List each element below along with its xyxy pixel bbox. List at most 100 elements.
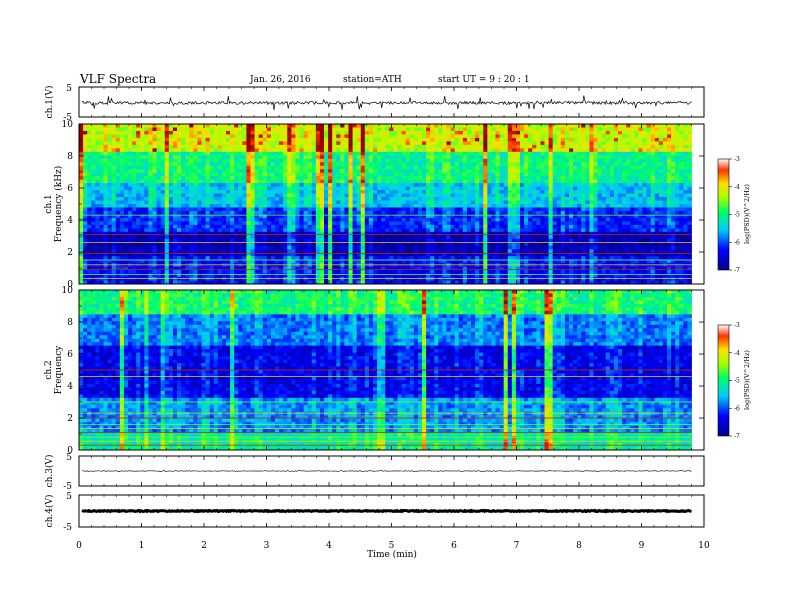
spectrogram-cell (352, 207, 358, 212)
spectrogram-cell (291, 183, 296, 188)
spectrogram-cell (564, 151, 570, 156)
spectrogram-cell (83, 207, 88, 212)
spectrogram-cell (454, 193, 460, 198)
spectrogram-cell (564, 155, 570, 160)
spectrogram-cell (381, 197, 386, 201)
spectrogram-cell (626, 155, 631, 160)
spectrogram-cell (221, 176, 227, 181)
spectrogram-cell (368, 210, 374, 215)
spectrogram-cell (356, 124, 362, 128)
spectrogram-cell (303, 228, 309, 233)
spectrogram-cell (658, 165, 664, 170)
spectrogram-cell (213, 169, 219, 174)
spectrogram-cell (299, 210, 304, 215)
spectrogram-cell (79, 183, 84, 188)
spectrogram-cell (618, 200, 623, 205)
spectrogram-cell (377, 183, 382, 188)
spectrogram-cell (360, 210, 366, 215)
spectrogram-cell (168, 193, 174, 198)
spectrogram-cell (573, 134, 578, 139)
spectrogram-cell (613, 169, 619, 174)
spectrogram-cell (177, 144, 182, 149)
spectrogram-cell (156, 158, 162, 163)
spectrogram-cell (683, 144, 688, 149)
spectrogram-cell (95, 217, 100, 222)
spectrogram-cell (344, 186, 349, 191)
spectrogram-cell (128, 148, 133, 153)
spectrogram-cell (315, 148, 321, 153)
spectrogram-cell (279, 165, 284, 170)
spectrogram-cell (115, 124, 121, 128)
spectrogram-cell (605, 134, 611, 139)
spectrogram-cell (128, 190, 133, 194)
spectrogram-cell (642, 141, 647, 146)
spectrogram-cell (471, 200, 476, 205)
spectrogram-cell (409, 224, 415, 229)
spectrogram-cell (511, 151, 517, 156)
spectrogram-cell (499, 165, 505, 170)
spectrogram-cell (311, 207, 317, 212)
spectrogram-cell (275, 179, 280, 184)
spectrogram-cell (483, 200, 488, 205)
spectrogram-cell (426, 217, 431, 222)
spectrogram-cell (103, 141, 108, 146)
spectrogram-cell (409, 127, 415, 132)
spectrogram-cell (226, 193, 231, 198)
spectrogram-cell (336, 197, 341, 201)
spectrogram-cell (434, 221, 439, 226)
spectrogram-cell (242, 228, 247, 233)
spectrogram-cell (377, 162, 382, 167)
spectrogram-cell (589, 190, 594, 194)
spectrogram-cell (377, 228, 382, 233)
spectrogram-cell (601, 155, 607, 160)
spectrogram-cell (487, 193, 492, 198)
spectrogram-cell (332, 210, 337, 215)
spectrogram-cell (266, 124, 272, 128)
spectrogram-cell (377, 235, 382, 240)
spectrogram-cell (487, 235, 492, 240)
spectrogram-cell (560, 165, 566, 170)
spectrogram-cell (495, 169, 500, 174)
spectrogram-cell (140, 127, 145, 132)
spectrogram-cell (491, 155, 496, 160)
spectrogram-cell (270, 190, 276, 194)
spectrogram-cell (283, 235, 288, 240)
spectrogram-cell (573, 214, 578, 219)
spectrogram-cell (213, 127, 219, 132)
spectrogram-cell (107, 217, 113, 222)
spectrogram-cell (618, 179, 623, 184)
spectrogram-cell (548, 158, 554, 163)
spectrogram-cell (658, 193, 664, 198)
spectrogram-cell (189, 155, 194, 160)
spectrogram-cell (560, 137, 566, 142)
spectrogram-cell (295, 210, 300, 215)
spectrogram-cell (164, 238, 170, 243)
spectrogram-cell (675, 124, 680, 128)
spectrogram-cell (311, 137, 317, 142)
spectrogram-cell (417, 186, 423, 191)
spectrogram-cell (532, 197, 537, 201)
spectrogram-cell (107, 148, 113, 153)
spectrogram-cell (177, 214, 182, 219)
spectrogram-cell (495, 193, 500, 198)
spectrogram-cell (336, 200, 341, 205)
spectrogram-cell (638, 155, 643, 160)
spectrogram-cell (336, 144, 341, 149)
spectrogram-cell (573, 169, 578, 174)
spectrogram-cell (128, 172, 133, 177)
spectrogram-cell (667, 214, 672, 219)
spectrogram-cell (83, 224, 88, 229)
spectrogram-cell (438, 127, 443, 132)
spectrogram-cell (499, 151, 505, 156)
spectrogram-cell (250, 162, 255, 167)
spectrogram-cell (373, 124, 378, 128)
spectrogram-cell (377, 231, 382, 236)
spectrogram-cell (405, 127, 411, 132)
spectrogram-cell (107, 197, 113, 201)
spectrogram-cell (671, 204, 676, 208)
spectrogram-cell (675, 193, 680, 198)
spectrogram-cell (279, 197, 284, 201)
spectrogram-cell (144, 214, 149, 219)
spectrogram-cell (654, 210, 660, 215)
spectrogram-cell (552, 197, 558, 201)
